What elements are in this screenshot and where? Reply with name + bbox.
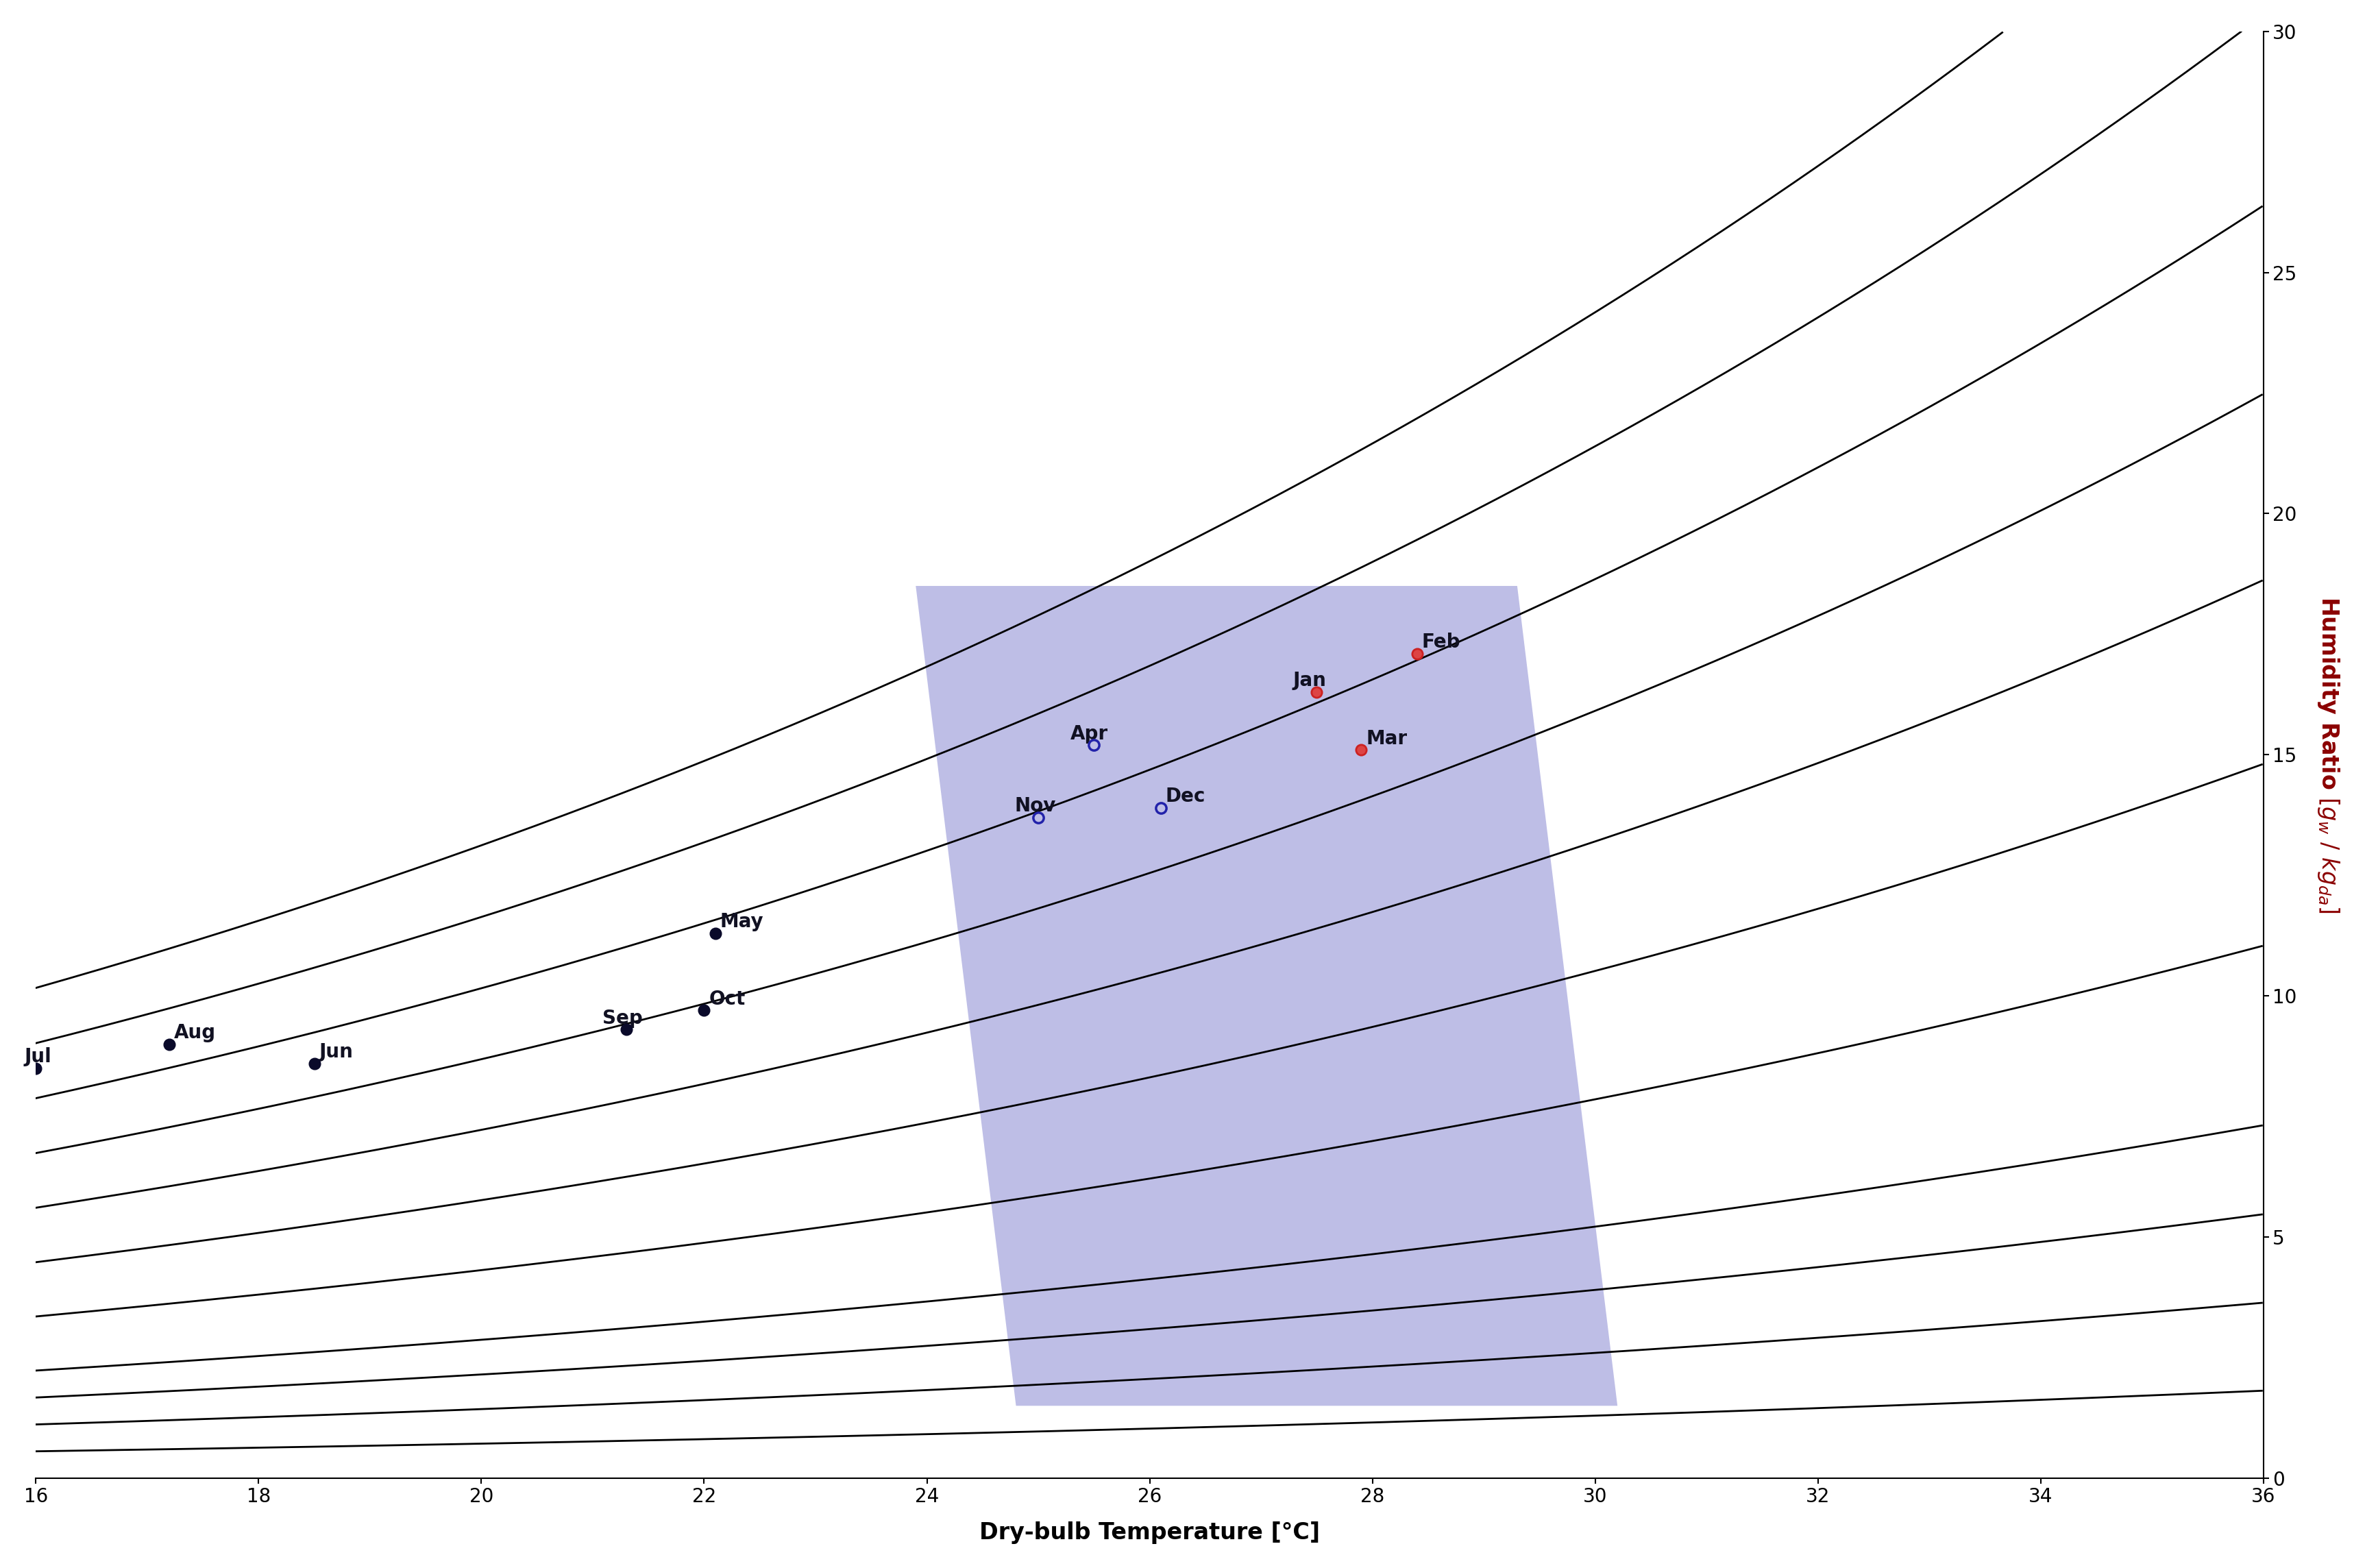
- Text: May: May: [719, 913, 764, 931]
- Text: Dec: Dec: [1166, 787, 1206, 806]
- Text: Nov: Nov: [1015, 797, 1055, 815]
- Text: Jan: Jan: [1294, 671, 1327, 690]
- Y-axis label: Humidity Ratio $[g_w\ /\ kg_{da}]$: Humidity Ratio $[g_w\ /\ kg_{da}]$: [2315, 596, 2341, 913]
- Text: Aug: Aug: [175, 1024, 215, 1043]
- X-axis label: Dry-bulb Temperature [°C]: Dry-bulb Temperature [°C]: [979, 1521, 1320, 1544]
- Text: Apr: Apr: [1071, 724, 1107, 743]
- Text: Jun: Jun: [319, 1043, 352, 1062]
- Text: Jul: Jul: [24, 1047, 52, 1066]
- Text: Oct: Oct: [710, 989, 745, 1008]
- Polygon shape: [915, 586, 1618, 1406]
- Text: Mar: Mar: [1367, 729, 1407, 748]
- Text: Sep: Sep: [603, 1008, 643, 1029]
- Text: Feb: Feb: [1421, 632, 1462, 652]
